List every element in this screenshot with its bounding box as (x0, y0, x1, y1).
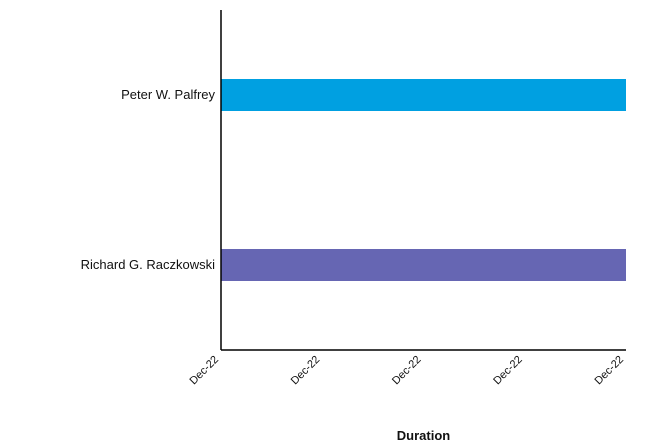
category-label-1: Peter W. Palfrey (121, 87, 215, 102)
x-tick-label-5: Dec-22 (593, 354, 627, 388)
bar-2 (221, 249, 626, 281)
x-tick-label-3: Dec-22 (390, 354, 424, 388)
x-axis-title: Duration (397, 428, 451, 443)
bar-1 (221, 79, 626, 111)
bars-layer (221, 79, 626, 281)
category-label-2: Richard G. Raczkowski (81, 257, 215, 272)
x-tick-label-2: Dec-22 (289, 354, 323, 388)
category-labels: Peter W. Palfrey Richard G. Raczkowski (81, 87, 216, 272)
x-tick-label-4: Dec-22 (491, 354, 525, 388)
x-tick-label-1: Dec-22 (188, 354, 222, 388)
x-axis-ticks: Dec-22 Dec-22 Dec-22 Dec-22 Dec-22 (188, 354, 627, 388)
